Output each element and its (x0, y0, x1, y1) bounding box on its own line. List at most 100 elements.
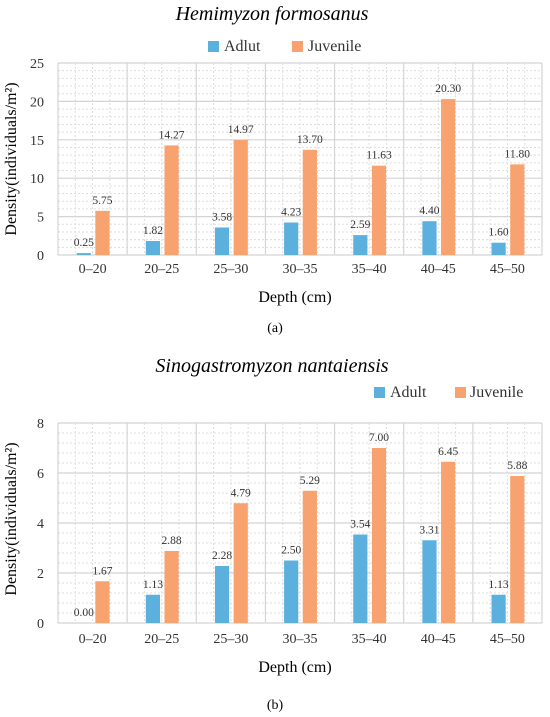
bar-adult (145, 594, 160, 623)
x-tick-label: 0–20 (79, 262, 107, 277)
y-tick-label: 10 (30, 172, 44, 187)
data-label-juvenile: 13.70 (297, 134, 323, 146)
bar-juvenile (164, 145, 179, 255)
data-label-juvenile: 5.88 (507, 460, 527, 472)
chart-b-bars (95, 448, 525, 623)
bar-adult (76, 253, 91, 255)
x-tick-label: 25–30 (213, 632, 248, 647)
bar-juvenile (371, 165, 387, 255)
chart-b-gridlines (57, 422, 543, 624)
bar-juvenile (164, 551, 179, 623)
x-tick-label: 45–50 (490, 632, 525, 647)
data-label-adult: 0.00 (74, 607, 94, 619)
y-tick-label: 25 (30, 57, 44, 72)
chart-a-x-axis-label: Depth (cm) (258, 289, 331, 306)
bar-juvenile (95, 210, 110, 255)
data-label-juvenile: 14.97 (228, 124, 254, 136)
bar-adult (422, 540, 437, 623)
bar-adult (284, 560, 299, 623)
data-label-adult: 1.13 (489, 579, 509, 591)
chart-b-title: Sinogastromyzon nantaiensis (155, 355, 388, 377)
data-label-adult: 2.28 (212, 550, 232, 562)
data-label-adult: 4.40 (419, 205, 439, 217)
chart-a-legend-adult-label: Adlut (224, 38, 261, 55)
x-tick-label: 35–40 (352, 262, 387, 277)
x-tick-label: 20–25 (144, 632, 179, 647)
data-label-adult: 3.31 (419, 524, 439, 536)
bar-adult (214, 566, 230, 623)
bar-adult (491, 594, 506, 623)
x-tick-label: 45–50 (490, 262, 525, 277)
x-tick-label: 25–30 (213, 262, 248, 277)
bar-juvenile (510, 476, 525, 623)
bar-juvenile (441, 99, 456, 255)
bar-juvenile (371, 448, 387, 623)
data-label-adult: 0.25 (74, 237, 94, 249)
chart-b-y-axis-label: Density(individuals/m²) (3, 442, 20, 595)
y-tick-label: 15 (30, 134, 44, 149)
data-label-juvenile: 5.75 (92, 195, 112, 207)
data-label-juvenile: 7.00 (369, 432, 389, 444)
x-tick-label: 35–40 (352, 632, 387, 647)
x-tick-label: 40–45 (421, 632, 456, 647)
data-label-juvenile: 11.80 (505, 148, 531, 160)
chart-b-legend-juvenile-label: Juvenile (470, 384, 523, 401)
chart-a-y-ticks: 0 5 10 15 20 25 (30, 57, 44, 264)
bar-juvenile (510, 164, 525, 255)
x-tick-label: 40–45 (421, 262, 456, 277)
chart-a-value-labels: 0.25 5.75 1.82 14.27 3.58 14.97 4.23 13.70 2.59 1… (74, 83, 531, 249)
bar-adult (422, 221, 437, 255)
y-tick-label: 5 (37, 211, 44, 226)
data-label-adult: 4.23 (281, 207, 301, 219)
data-label-juvenile: 5.29 (300, 475, 320, 487)
bar-juvenile (441, 461, 456, 623)
y-tick-label: 8 (37, 417, 44, 432)
data-label-adult: 1.13 (143, 579, 163, 591)
data-label-adult: 3.54 (350, 519, 370, 531)
chart-b-value-labels: 0.00 1.67 1.13 2.88 2.28 4.79 2.50 5.29 3.54 7.00… (74, 432, 528, 619)
data-label-juvenile: 20.30 (435, 83, 461, 95)
x-tick-label: 20–25 (144, 262, 179, 277)
data-label-adult: 2.50 (281, 545, 301, 557)
bar-adult (284, 222, 299, 255)
data-label-juvenile: 2.88 (162, 535, 182, 547)
chart-a-legend-juvenile-label: Juvenile (308, 38, 361, 55)
y-tick-label: 20 (30, 95, 44, 110)
chart-a-y-axis-label: Density(individuals/m²) (3, 82, 20, 235)
chart-b-caption: (b) (267, 698, 284, 713)
bar-juvenile (233, 140, 248, 255)
bar-adult (491, 242, 506, 255)
x-tick-label: 30–35 (283, 632, 318, 647)
bar-adult (214, 227, 230, 255)
bar-juvenile (302, 490, 317, 623)
data-label-juvenile: 1.67 (92, 565, 112, 577)
data-label-adult: 2.59 (350, 219, 370, 231)
bar-juvenile (233, 503, 248, 623)
data-label-juvenile: 14.27 (159, 129, 185, 141)
data-label-adult: 1.60 (489, 227, 509, 239)
chart-b-category-labels: 0–20 20–25 25–30 30–35 35–40 40–45 45–50 (79, 632, 525, 647)
chart-a-gridlines (57, 62, 543, 256)
data-label-juvenile: 6.45 (438, 446, 458, 458)
chart-b-legend-adult-swatch (374, 387, 385, 398)
y-tick-label: 4 (37, 517, 44, 532)
data-label-juvenile: 11.63 (366, 150, 392, 162)
data-label-adult: 3.58 (212, 212, 232, 224)
y-tick-label: 6 (37, 467, 44, 482)
x-tick-label: 0–20 (79, 632, 107, 647)
chart-a-legend-juvenile-swatch (292, 41, 303, 52)
chart-b-legend-adult-label: Adult (390, 384, 427, 401)
chart-a-legend-adult-swatch (208, 41, 219, 52)
chart-b: Sinogastromyzon nantaiensis Adult Juveni… (3, 355, 543, 713)
chart-a: Hemimyzon formosanus Adlut Juvenile 0 5 10… (3, 3, 543, 336)
bar-adult (353, 235, 368, 255)
y-tick-label: 0 (37, 249, 44, 264)
chart-a-caption: (a) (267, 321, 283, 336)
data-label-adult: 1.82 (143, 225, 163, 237)
x-tick-label: 30–35 (283, 262, 318, 277)
chart-b-legend-juvenile-swatch (455, 387, 466, 398)
data-label-juvenile: 4.79 (231, 487, 251, 499)
y-tick-label: 2 (37, 567, 44, 582)
chart-a-category-labels: 0–20 20–25 25–30 30–35 35–40 40–45 45–50 (79, 262, 525, 277)
